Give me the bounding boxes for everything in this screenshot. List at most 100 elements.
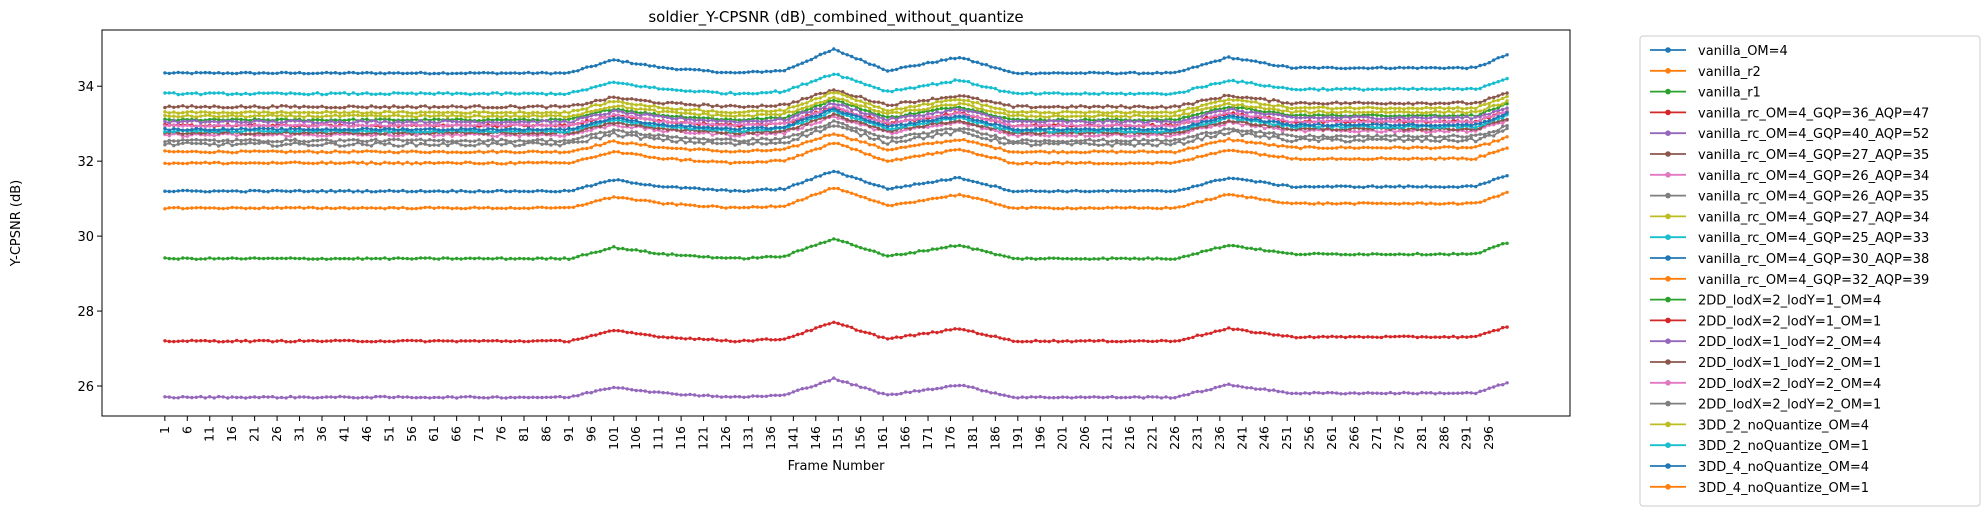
data-point: [544, 123, 549, 128]
data-point: [1105, 134, 1110, 138]
data-point: [683, 131, 688, 135]
data-point: [365, 91, 369, 95]
data-point: [701, 89, 706, 93]
data-point: [607, 196, 611, 201]
data-point: [805, 140, 809, 144]
data-point: [302, 142, 306, 146]
data-point: [1200, 249, 1204, 254]
data-point: [338, 150, 342, 154]
data-point: [401, 256, 405, 261]
data-point: [1447, 115, 1451, 120]
data-point: [966, 121, 971, 125]
data-point: [1298, 335, 1303, 340]
data-point: [181, 256, 185, 260]
data-point: [252, 206, 257, 210]
data-point: [212, 123, 216, 128]
data-point: [1043, 206, 1047, 210]
data-point: [598, 62, 602, 66]
data-point: [1240, 328, 1245, 332]
data-point: [1478, 200, 1482, 204]
data-point: [746, 131, 751, 135]
data-point: [1397, 334, 1402, 339]
data-point: [980, 248, 984, 253]
data-point: [1478, 114, 1482, 119]
data-point: [589, 200, 593, 205]
data-point: [244, 115, 248, 119]
data-point: [1474, 139, 1478, 144]
data-point: [1123, 114, 1128, 118]
data-point: [697, 336, 701, 341]
data-point: [966, 79, 971, 84]
data-point: [1492, 58, 1496, 62]
data-point: [526, 189, 531, 194]
data-point: [392, 121, 396, 125]
data-point: [1393, 102, 1397, 106]
data-point: [1343, 86, 1348, 91]
data-point: [832, 320, 836, 324]
data-point: [701, 102, 706, 106]
data-point: [719, 141, 724, 146]
data-point: [1415, 110, 1420, 114]
data-point: [383, 394, 387, 399]
data-point: [1312, 65, 1316, 70]
data-point: [993, 184, 998, 188]
data-point: [683, 393, 688, 397]
data-point: [1451, 113, 1456, 118]
data-point: [778, 393, 782, 398]
data-point: [1096, 104, 1101, 109]
data-point: [1420, 185, 1424, 189]
data-point: [1141, 396, 1146, 400]
data-point: [612, 328, 616, 333]
data-point: [306, 395, 311, 399]
data-point: [598, 98, 602, 103]
data-point: [297, 149, 302, 154]
data-point: [463, 131, 468, 135]
data-point: [885, 254, 890, 258]
data-point: [199, 141, 203, 146]
data-point: [706, 68, 710, 73]
data-point: [742, 119, 746, 123]
data-point: [778, 186, 782, 191]
data-point: [549, 150, 553, 154]
data-point: [517, 395, 522, 399]
data-point: [401, 149, 405, 153]
data-point: [459, 143, 463, 147]
data-point: [894, 185, 899, 189]
data-point: [1119, 71, 1123, 75]
data-point: [1007, 188, 1011, 193]
data-point: [845, 380, 849, 384]
data-point: [1406, 87, 1411, 92]
data-point: [1447, 127, 1451, 132]
data-point: [728, 119, 733, 124]
data-point: [378, 105, 382, 110]
data-point: [715, 338, 719, 342]
data-point: [854, 57, 858, 61]
data-point: [544, 206, 549, 210]
data-point: [1038, 117, 1043, 122]
data-point: [486, 150, 490, 154]
data-point: [342, 113, 347, 118]
data-point: [666, 201, 670, 206]
data-point: [176, 115, 180, 119]
data-point: [1487, 105, 1491, 109]
data-point: [648, 64, 652, 68]
data-point: [1492, 177, 1496, 182]
data-point: [414, 71, 418, 75]
data-point: [616, 121, 620, 125]
data-point: [504, 257, 508, 261]
data-point: [1101, 143, 1105, 147]
data-point: [666, 128, 670, 132]
data-point: [692, 122, 697, 126]
data-point: [1047, 256, 1051, 260]
data-point: [306, 113, 311, 118]
data-point: [760, 205, 764, 210]
data-point: [688, 253, 692, 258]
data-point: [796, 100, 800, 104]
data-point: [1361, 88, 1366, 92]
data-point: [1424, 116, 1429, 121]
series-1: [163, 132, 1509, 155]
data-point: [1056, 142, 1060, 146]
data-point: [899, 129, 903, 133]
data-point: [1321, 109, 1325, 114]
data-point: [1496, 103, 1500, 107]
